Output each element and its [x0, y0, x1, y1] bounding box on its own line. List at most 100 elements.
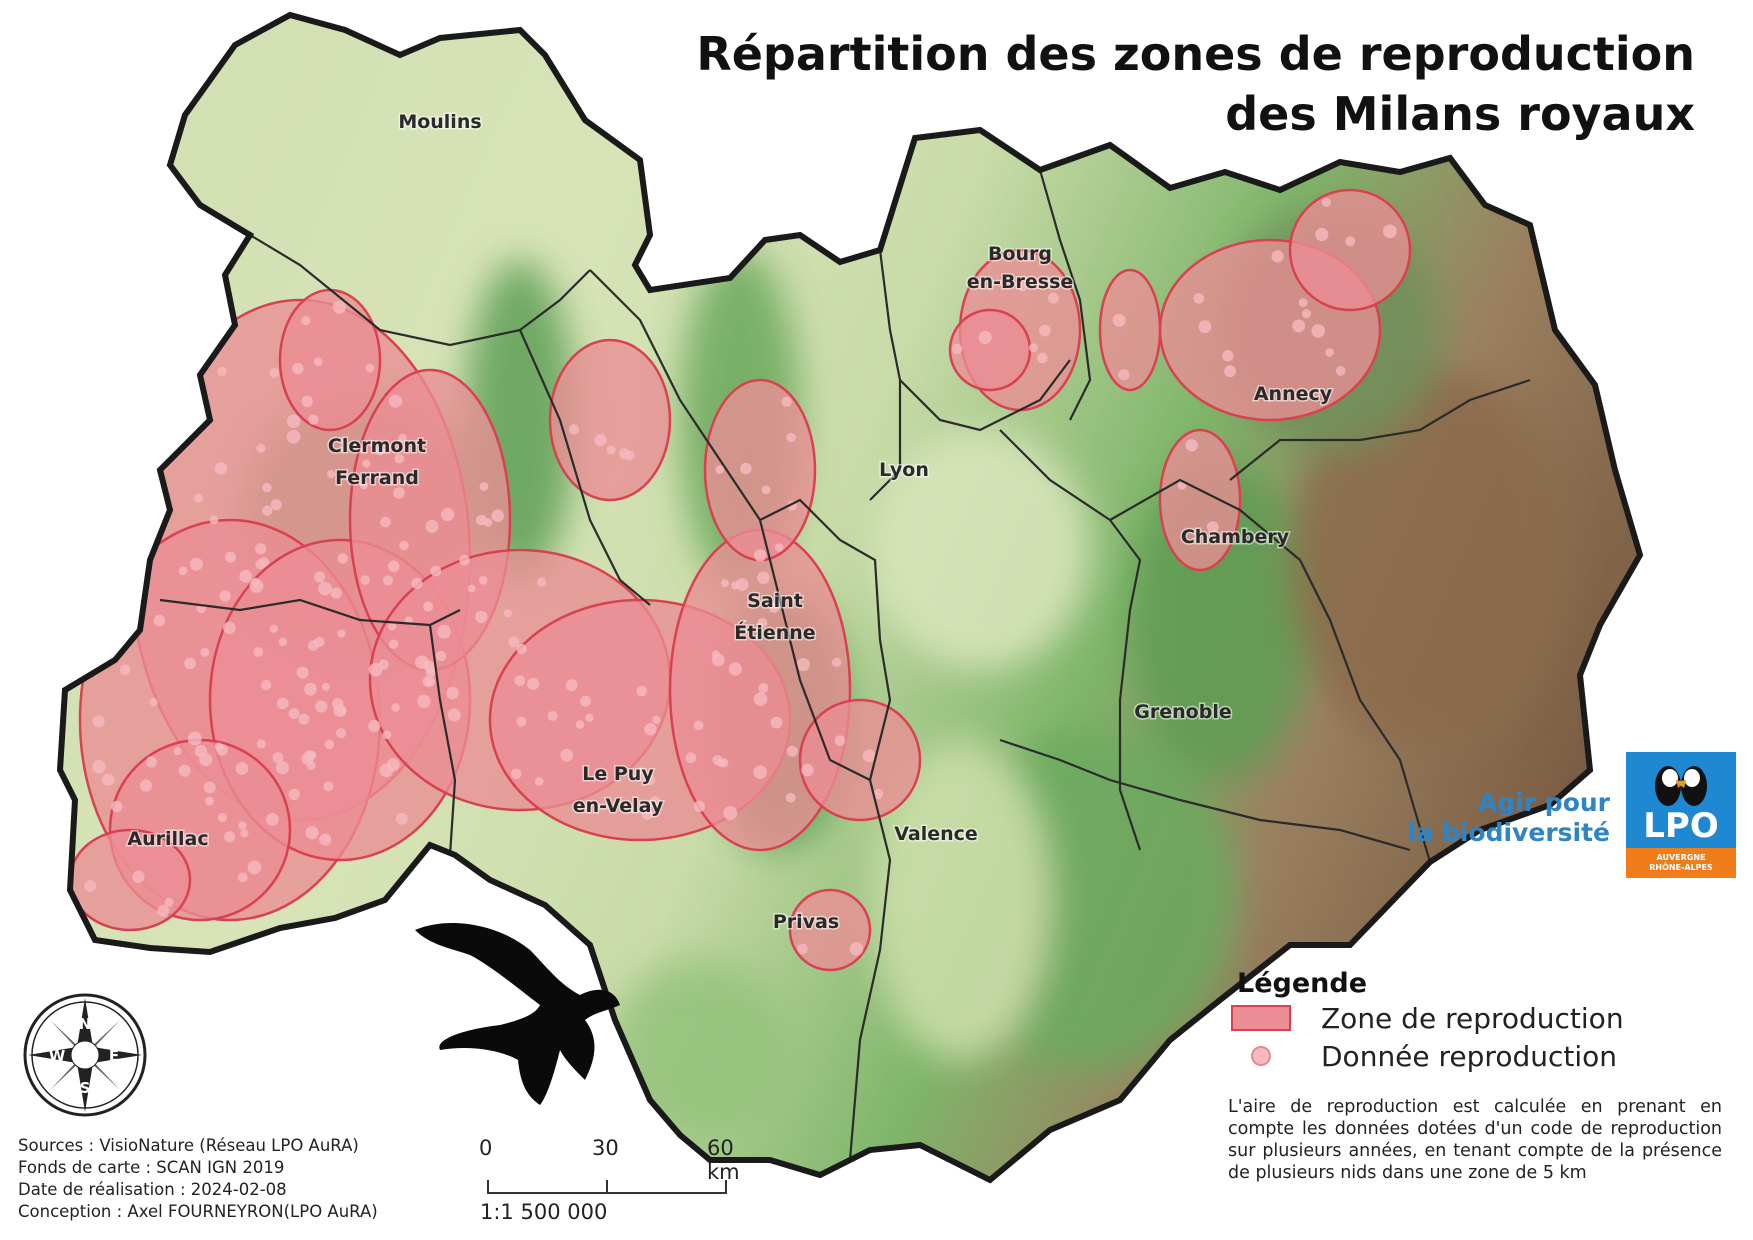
data-point [217, 812, 228, 823]
data-point [360, 575, 370, 585]
data-point [305, 826, 319, 840]
data-point [594, 434, 607, 447]
data-point [634, 767, 648, 781]
data-point [262, 483, 272, 493]
data-point [757, 617, 768, 628]
data-point [728, 662, 742, 676]
city-annecy: Annecy [1254, 383, 1333, 405]
data-point [951, 343, 963, 355]
data-point [262, 505, 273, 516]
data-point [1345, 236, 1356, 247]
data-point [184, 657, 197, 670]
data-point [1325, 348, 1334, 357]
data-point [483, 518, 493, 527]
data-point [503, 609, 512, 618]
data-point [1224, 365, 1237, 378]
map-title-line2: des Milans royaux [1225, 87, 1695, 141]
data-point [157, 904, 170, 917]
zone-blob [1288, 188, 1412, 312]
data-point [382, 730, 392, 740]
data-point [92, 760, 106, 774]
data-point [388, 394, 403, 408]
zone-blob [1158, 428, 1242, 572]
data-point [796, 658, 810, 672]
data-point [301, 752, 314, 765]
data-point [415, 655, 429, 670]
data-point [1315, 227, 1329, 242]
data-point [139, 779, 153, 792]
data-point [256, 443, 266, 453]
data-point [435, 650, 447, 662]
data-point [375, 446, 385, 456]
data-point [394, 453, 405, 464]
data-point [547, 711, 558, 721]
data-point [214, 462, 228, 475]
data-point [1198, 320, 1212, 334]
data-point [693, 800, 705, 812]
data-point [797, 943, 808, 955]
data-point [332, 300, 346, 314]
data-point [337, 553, 349, 564]
data-point [527, 677, 540, 690]
data-point [1335, 366, 1346, 376]
data-point [711, 653, 725, 667]
data-point [685, 752, 697, 764]
data-point [644, 774, 656, 786]
data-point [235, 762, 249, 775]
data-point [255, 543, 267, 555]
compass-w: W [49, 1047, 66, 1065]
data-point [1292, 319, 1306, 333]
data-point [872, 788, 884, 800]
compass-s: S [80, 1079, 91, 1097]
data-point [978, 330, 992, 345]
data-point [475, 610, 488, 624]
data-point [313, 357, 323, 367]
logo-sub-line2: RHÔNE-ALPES [1649, 863, 1713, 872]
data-point [286, 430, 301, 444]
city-clermont-ferrand: Clermont Ferrand [328, 435, 426, 489]
data-point [387, 621, 397, 631]
data-point [379, 763, 394, 778]
data-point [786, 432, 796, 443]
data-point [801, 763, 814, 777]
data-point [774, 543, 784, 552]
brand-tagline: Agir pour la biodiversité [1370, 788, 1610, 848]
data-point [247, 860, 262, 875]
city-lyon: Lyon [879, 459, 929, 481]
data-point [1118, 369, 1130, 381]
data-point [286, 414, 301, 429]
author-line: Conception : Axel FOURNEYRON(LPO AuRA) [18, 1202, 378, 1221]
lpo-logo: LPO AUVERGNE RHÔNE-ALPES [1626, 752, 1736, 878]
data-point [417, 694, 431, 708]
data-point [304, 682, 317, 696]
data-point [225, 551, 236, 563]
scale-label-30: 30 [592, 1136, 619, 1160]
data-point [164, 897, 174, 907]
data-point [1271, 250, 1284, 263]
data-point [288, 788, 300, 800]
data-point [723, 806, 738, 821]
data-point [1301, 309, 1311, 319]
data-point [1047, 292, 1059, 304]
data-point [337, 629, 346, 638]
data-point [580, 695, 591, 707]
data-point [149, 698, 158, 707]
data-point [319, 833, 332, 846]
zone-blob [798, 698, 922, 822]
data-point [261, 679, 272, 691]
data-point [240, 829, 249, 838]
data-point [301, 315, 311, 326]
data-point [239, 569, 253, 583]
date-line: Date de réalisation : 2024-02-08 [18, 1180, 287, 1199]
data-point [194, 493, 204, 503]
data-point [276, 697, 289, 710]
scale-bar: 0 30 60 km 1:1 500 000 [470, 1130, 770, 1224]
data-point [288, 708, 300, 719]
zone-blob [278, 288, 382, 432]
data-point [862, 749, 876, 763]
data-point [324, 739, 335, 750]
data-point [256, 739, 266, 749]
data-point [1298, 298, 1308, 307]
data-point [644, 723, 657, 736]
